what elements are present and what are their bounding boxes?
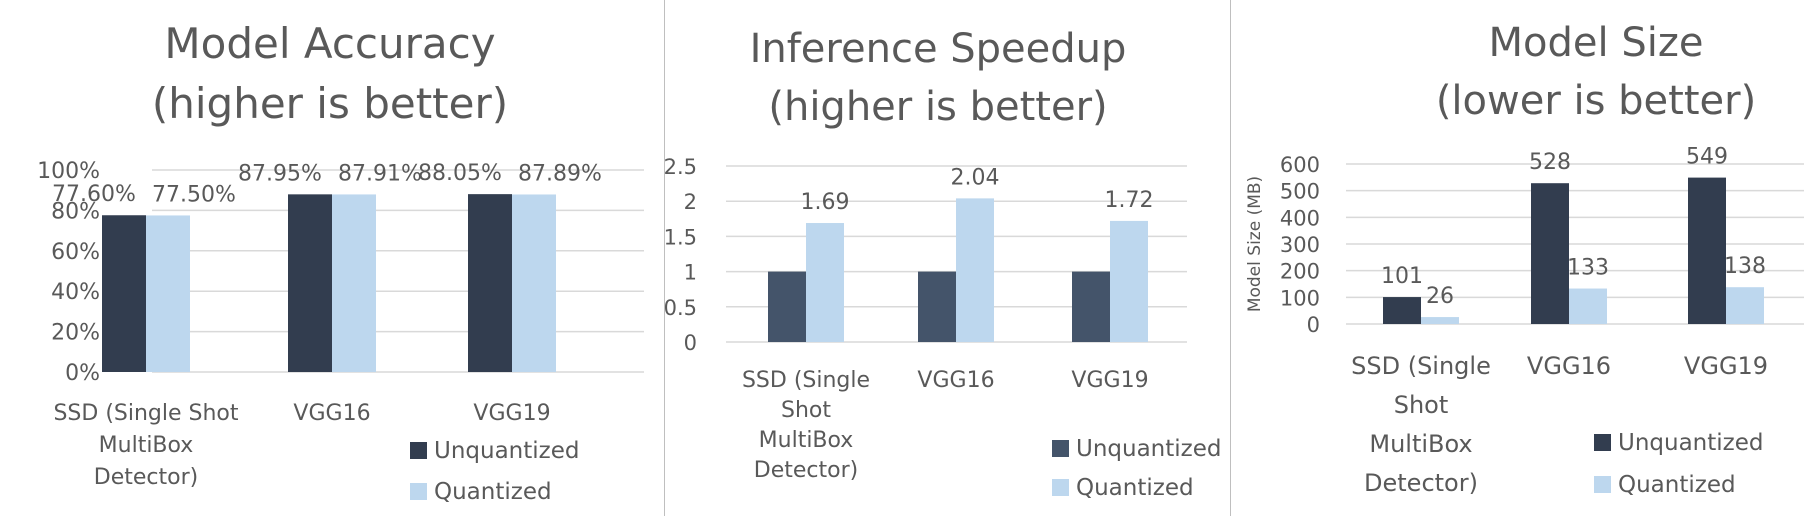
x-tick-label: MultiBox [1369,430,1472,458]
x-tick-label: VGG19 [473,401,550,426]
bar-unquantized [102,215,146,372]
panel-divider-1 [664,0,665,516]
x-tick-label: Detector) [1364,469,1478,497]
y-tick-label: 100 [1280,286,1320,310]
bar-unquantized [918,271,956,342]
bar-quantized [806,223,844,342]
y-tick-label: 300 [1280,233,1320,257]
bar-unquantized [768,271,806,342]
legend-label: Quantized [1076,475,1194,501]
legend-swatch-unquantized [410,442,427,459]
y-tick-label: 80% [51,199,100,224]
bar-quantized [1110,220,1148,342]
x-tick-label: SSD (Single [742,368,870,393]
data-label: 87.89% [518,161,602,186]
chart-subtitle: (higher is better) [768,84,1107,130]
y-tick-label: 1.5 [664,225,697,249]
data-label: 87.91% [338,161,422,186]
bar-unquantized [1688,177,1726,324]
data-label: 1.72 [1105,188,1154,213]
data-label: 1.69 [801,190,850,215]
panel-divider-2 [1230,0,1231,516]
legend-swatch-unquantized [1052,440,1069,457]
y-axis-label: Model Size (MB) [1245,176,1265,312]
x-tick-label: Shot [1394,391,1449,419]
chart-subtitle: (higher is better) [152,79,508,128]
y-tick-label: 60% [51,240,100,265]
chart-title: Model Accuracy [164,19,495,68]
legend-label: Quantized [1618,472,1736,498]
y-tick-label: 0 [1307,313,1320,337]
x-tick-label: VGG16 [293,401,370,426]
y-tick-label: 400 [1280,206,1320,230]
legend-swatch-quantized [1052,479,1069,496]
legend-swatch-quantized [1594,476,1611,493]
legend-label: Unquantized [434,438,580,464]
data-label: 77.60% [52,182,136,207]
y-tick-label: 200 [1280,260,1320,284]
data-label: 26 [1426,284,1454,309]
data-label: 549 [1686,145,1728,170]
x-tick-label: MultiBox [99,433,194,458]
bar-quantized [512,194,556,372]
data-label: 77.50% [152,182,236,207]
bar-quantized [146,215,190,372]
legend-label: Quantized [434,479,552,505]
y-tick-label: 2 [684,190,697,214]
y-tick-label: 100% [37,159,100,184]
bar-unquantized [288,194,332,372]
x-tick-label: Shot [781,398,831,423]
x-tick-label: VGG16 [1527,352,1611,380]
x-tick-label: VGG16 [917,368,994,393]
y-tick-label: 0 [684,331,697,355]
x-tick-label: SSD (Single [1351,352,1491,380]
legend-label: Unquantized [1618,430,1764,456]
legend-label: Unquantized [1076,436,1222,462]
y-tick-label: 40% [51,280,100,305]
bar-quantized [1569,288,1607,324]
chart-title: Model Size [1489,20,1704,66]
legend-swatch-unquantized [1594,434,1611,451]
bar-quantized [956,198,994,342]
bar-unquantized [1531,183,1569,324]
chart-title: Inference Speedup [750,26,1127,72]
y-tick-label: 600 [1280,153,1320,177]
y-tick-label: 1 [684,261,697,285]
legend-swatch-quantized [410,483,427,500]
bar-unquantized [1383,297,1421,324]
data-label: 87.95% [238,161,322,186]
x-tick-label: SSD (Single Shot [53,401,238,426]
y-tick-label: 2.5 [664,155,697,179]
bar-quantized [1421,317,1459,324]
x-tick-label: Detector) [94,465,198,490]
y-tick-label: 20% [51,321,100,346]
x-tick-label: MultiBox [759,428,854,453]
bar-quantized [332,194,376,372]
data-label: 88.05% [418,161,502,186]
chart-subtitle: (lower is better) [1436,78,1756,124]
bar-unquantized [468,194,512,372]
x-tick-label: VGG19 [1071,368,1148,393]
y-tick-label: 500 [1280,180,1320,204]
data-label: 101 [1381,264,1423,289]
data-label: 528 [1529,150,1571,175]
data-label: 133 [1567,256,1609,281]
bar-unquantized [1072,271,1110,342]
x-tick-label: Detector) [754,458,858,483]
data-label: 138 [1724,254,1766,279]
y-tick-label: 0% [65,361,100,386]
data-label: 2.04 [951,165,1000,190]
y-tick-label: 0.5 [664,296,697,320]
bar-quantized [1726,287,1764,324]
x-tick-label: VGG19 [1684,352,1768,380]
